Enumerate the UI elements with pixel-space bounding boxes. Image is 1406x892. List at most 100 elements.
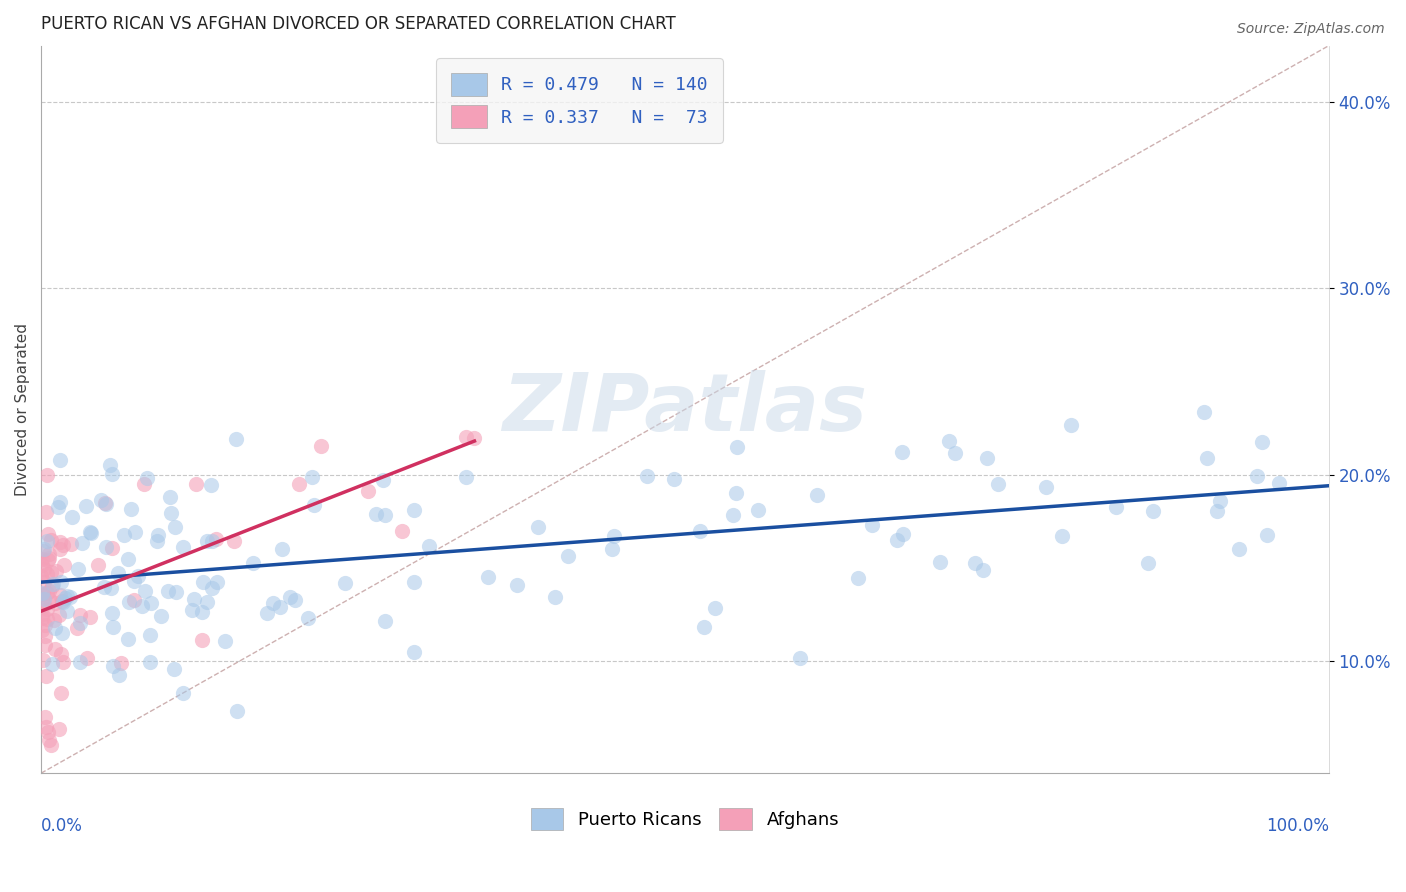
Point [183,591,205,606]
Point [139,655,162,669]
Point [463,431,485,445]
Point [454,430,477,444]
Point [32,592,55,607]
Point [46,500,69,515]
Point [41,577,63,591]
Point [165,520,187,534]
Point [52,655,75,669]
Point [69,607,91,622]
Point [32,587,55,601]
Point [124,574,146,589]
Point [146,528,169,542]
Point [201,534,224,549]
Point [32,575,55,590]
Point [41,578,63,592]
Point [159,490,181,504]
Point [505,578,527,592]
Point [301,470,323,484]
Point [391,524,413,538]
Point [1256,527,1278,541]
Point [53,591,76,606]
Point [79,524,101,539]
Point [1251,434,1274,449]
Point [704,600,727,615]
Point [1192,404,1215,418]
Point [49,535,72,549]
Point [943,446,966,460]
Point [160,506,183,520]
Text: ZIPatlas: ZIPatlas [502,370,868,449]
Point [965,557,987,571]
Point [280,591,302,605]
Point [51,626,73,640]
Point [689,524,711,539]
Point [886,533,908,548]
Text: 100.0%: 100.0% [1265,817,1329,835]
Point [103,619,125,633]
Text: Source: ZipAtlas.com: Source: ZipAtlas.com [1237,22,1385,37]
Point [172,686,194,700]
Point [1206,504,1229,518]
Point [284,592,307,607]
Point [172,541,194,555]
Point [309,439,332,453]
Point [56,604,79,618]
Point [39,565,62,579]
Point [636,469,658,483]
Point [725,440,748,454]
Point [1195,450,1218,465]
Point [49,686,72,700]
Point [31,552,53,566]
Point [38,547,60,561]
Point [35,468,58,483]
Point [94,497,117,511]
Point [256,606,278,620]
Point [34,629,56,643]
Point [100,581,122,595]
Point [602,529,624,543]
Point [31,585,53,599]
Point [134,583,156,598]
Point [35,669,58,683]
Point [976,450,998,465]
Point [366,507,388,521]
Point [101,659,124,673]
Point [49,495,72,509]
Point [131,599,153,613]
Point [76,651,98,665]
Point [41,738,63,752]
Point [271,542,294,557]
Point [557,549,579,563]
Point [48,608,70,623]
Point [70,536,93,550]
Point [79,609,101,624]
Point [1060,417,1083,432]
Point [454,470,477,484]
Point [34,710,56,724]
Point [37,553,59,567]
Point [37,527,59,541]
Point [37,566,59,581]
Point [201,581,224,595]
Point [862,517,884,532]
Point [374,614,396,628]
Point [146,533,169,548]
Point [725,486,748,500]
Point [52,558,75,573]
Point [37,612,59,626]
Point [891,527,914,541]
Point [35,534,58,549]
Point [30,568,52,582]
Point [35,720,58,734]
Point [100,607,122,621]
Point [544,591,567,605]
Point [1035,480,1057,494]
Point [31,623,53,637]
Point [44,641,66,656]
Point [225,704,247,718]
Point [200,478,222,492]
Point [32,653,55,667]
Point [120,501,142,516]
Point [987,477,1010,491]
Point [374,508,396,522]
